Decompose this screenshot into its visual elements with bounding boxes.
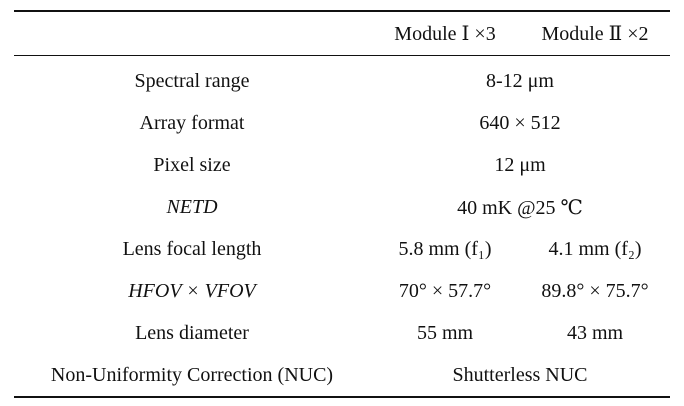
table-row: Non-Uniformity Correction (NUC) Shutterl… — [14, 354, 670, 397]
row-label: Non-Uniformity Correction (NUC) — [50, 363, 334, 386]
row-value-module-2: 89.8° × 75.7° — [541, 279, 649, 302]
row-label: NETD — [166, 195, 218, 218]
row-label: Lens focal length — [122, 237, 262, 260]
row-value-module-2: 43 mm — [566, 321, 624, 344]
table-row: Array format 640 × 512 — [14, 102, 670, 144]
specification-table-container: Module Ⅰ ×3 Module Ⅱ ×2 Spectral range 8… — [14, 10, 670, 398]
table-row: Lens diameter 55 mm 43 mm — [14, 312, 670, 354]
row-label: Spectral range — [134, 69, 250, 92]
table-row: Pixel size 12 μm — [14, 144, 670, 186]
row-value-module-1: 70° × 57.7° — [398, 279, 492, 302]
header-empty-cell — [14, 11, 370, 56]
row-value-merged: Shutterless NUC — [452, 363, 588, 386]
row-label: Array format — [139, 111, 245, 134]
table-body: Spectral range 8-12 μm Array format 640 … — [14, 56, 670, 397]
header-module-1: Module Ⅰ ×3 — [394, 23, 496, 45]
header-row: Module Ⅰ ×3 Module Ⅱ ×2 — [14, 11, 670, 56]
table-row: Lens focal length 5.8 mm (f₁) 4.1 mm (f₂… — [14, 228, 670, 270]
row-label: Lens diameter — [135, 321, 249, 344]
header-module-2: Module Ⅱ ×2 — [541, 23, 649, 45]
row-value-module-1: 5.8 mm (f₁) — [398, 237, 492, 260]
row-value-module-1: 55 mm — [416, 321, 474, 344]
row-label: HFOV × VFOV — [128, 279, 256, 302]
table-row: HFOV × VFOV 70° × 57.7° 89.8° × 75.7° — [14, 270, 670, 312]
table-row: Spectral range 8-12 μm — [14, 56, 670, 103]
table-header: Module Ⅰ ×3 Module Ⅱ ×2 — [14, 11, 670, 56]
row-value-merged: 640 × 512 — [479, 111, 561, 134]
row-value-merged: 12 μm — [494, 153, 546, 176]
row-value-module-2: 4.1 mm (f₂) — [548, 237, 642, 260]
row-value-merged: 40 mK @25 ℃ — [457, 196, 583, 219]
table-row: NETD 40 mK @25 ℃ — [14, 186, 670, 228]
row-label: Pixel size — [153, 153, 231, 176]
row-value-merged: 8-12 μm — [486, 69, 554, 92]
specification-table: Module Ⅰ ×3 Module Ⅱ ×2 Spectral range 8… — [14, 10, 670, 398]
